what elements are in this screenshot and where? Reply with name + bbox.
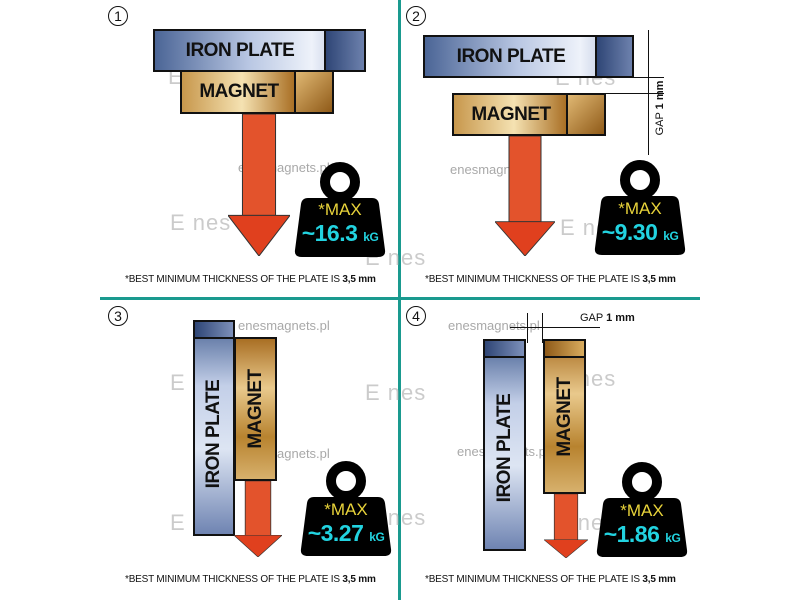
gap-dimension-line [542, 313, 543, 343]
gap-dimension-arrow [510, 327, 600, 328]
max-value: ~3.27 kG [307, 520, 385, 546]
magnet-label: MAGNET [554, 377, 575, 457]
footnote: *BEST MINIMUM THICKNESS OF THE PLATE IS … [425, 574, 676, 585]
max-value: ~16.3 kG [301, 220, 379, 246]
iron-plate-label: IRON PLATE [494, 393, 515, 503]
footnote: *BEST MINIMUM THICKNESS OF THE PLATE IS … [125, 274, 376, 285]
footnote: *BEST MINIMUM THICKNESS OF THE PLATE IS … [425, 274, 676, 285]
enes-logo-watermark: E nes [365, 380, 427, 405]
magnet-block: MAGNET [234, 337, 277, 481]
max-label: *MAX [324, 500, 368, 519]
max-label: *MAX [318, 200, 362, 219]
vertical-divider [398, 0, 401, 600]
max-label: *MAX [620, 501, 664, 520]
gap-dimension-line [634, 77, 664, 78]
max-value: ~9.30 kG [601, 219, 679, 245]
magnet-side [566, 95, 604, 134]
iron-plate-side [195, 322, 233, 339]
site-watermark: enesmagnets.pl [238, 318, 330, 333]
iron-plate-label: IRON PLATE [203, 379, 224, 489]
weight-readout: *MAX ~3.27 kG [300, 500, 392, 547]
panel-number: 4 [406, 306, 426, 326]
weight-readout: *MAX ~16.3 kG [294, 200, 386, 247]
magnet-label: MAGNET [199, 81, 279, 102]
panel-number: 3 [108, 306, 128, 326]
magnet-label: MAGNET [245, 369, 266, 449]
magnet-side [545, 341, 584, 358]
magnet-block: MAGNET [452, 93, 606, 136]
force-arrow [234, 481, 282, 557]
magnet-block: MAGNET [543, 339, 586, 494]
max-label: *MAX [618, 199, 662, 218]
footnote: *BEST MINIMUM THICKNESS OF THE PLATE IS … [125, 574, 376, 585]
iron-plate-label: IRON PLATE [456, 45, 566, 67]
magnet-block: MAGNET [180, 70, 334, 114]
weight-readout: *MAX ~9.30 kG [594, 199, 686, 246]
iron-plate-side [595, 37, 632, 76]
magnet-side [294, 72, 332, 112]
panel-number: 1 [108, 6, 128, 26]
iron-plate-block: IRON PLATE [153, 29, 366, 72]
gap-label: GAP 1 mm [654, 80, 666, 136]
force-arrow [544, 494, 588, 558]
weight-readout: *MAX ~1.86 kG [596, 501, 688, 548]
gap-dimension-arrow [648, 30, 649, 155]
max-value: ~1.86 kG [603, 521, 681, 547]
enes-logo-watermark: E nes [170, 210, 232, 235]
panel-number: 2 [406, 6, 426, 26]
gap-dimension-line [527, 313, 528, 343]
iron-plate-label: IRON PLATE [185, 39, 295, 61]
magnet-label: MAGNET [471, 103, 551, 125]
force-arrow [228, 114, 290, 256]
iron-plate-side [485, 341, 524, 358]
gap-dimension-line [606, 93, 664, 94]
force-arrow [495, 136, 555, 256]
iron-plate-block: IRON PLATE [193, 320, 235, 536]
iron-plate-block: IRON PLATE [423, 35, 634, 78]
gap-label: GAP 1 mm [580, 312, 635, 324]
iron-plate-block: IRON PLATE [483, 339, 526, 551]
site-watermark: enesmagnets.pl [448, 318, 540, 333]
iron-plate-side [324, 31, 364, 70]
horizontal-divider [100, 297, 700, 300]
